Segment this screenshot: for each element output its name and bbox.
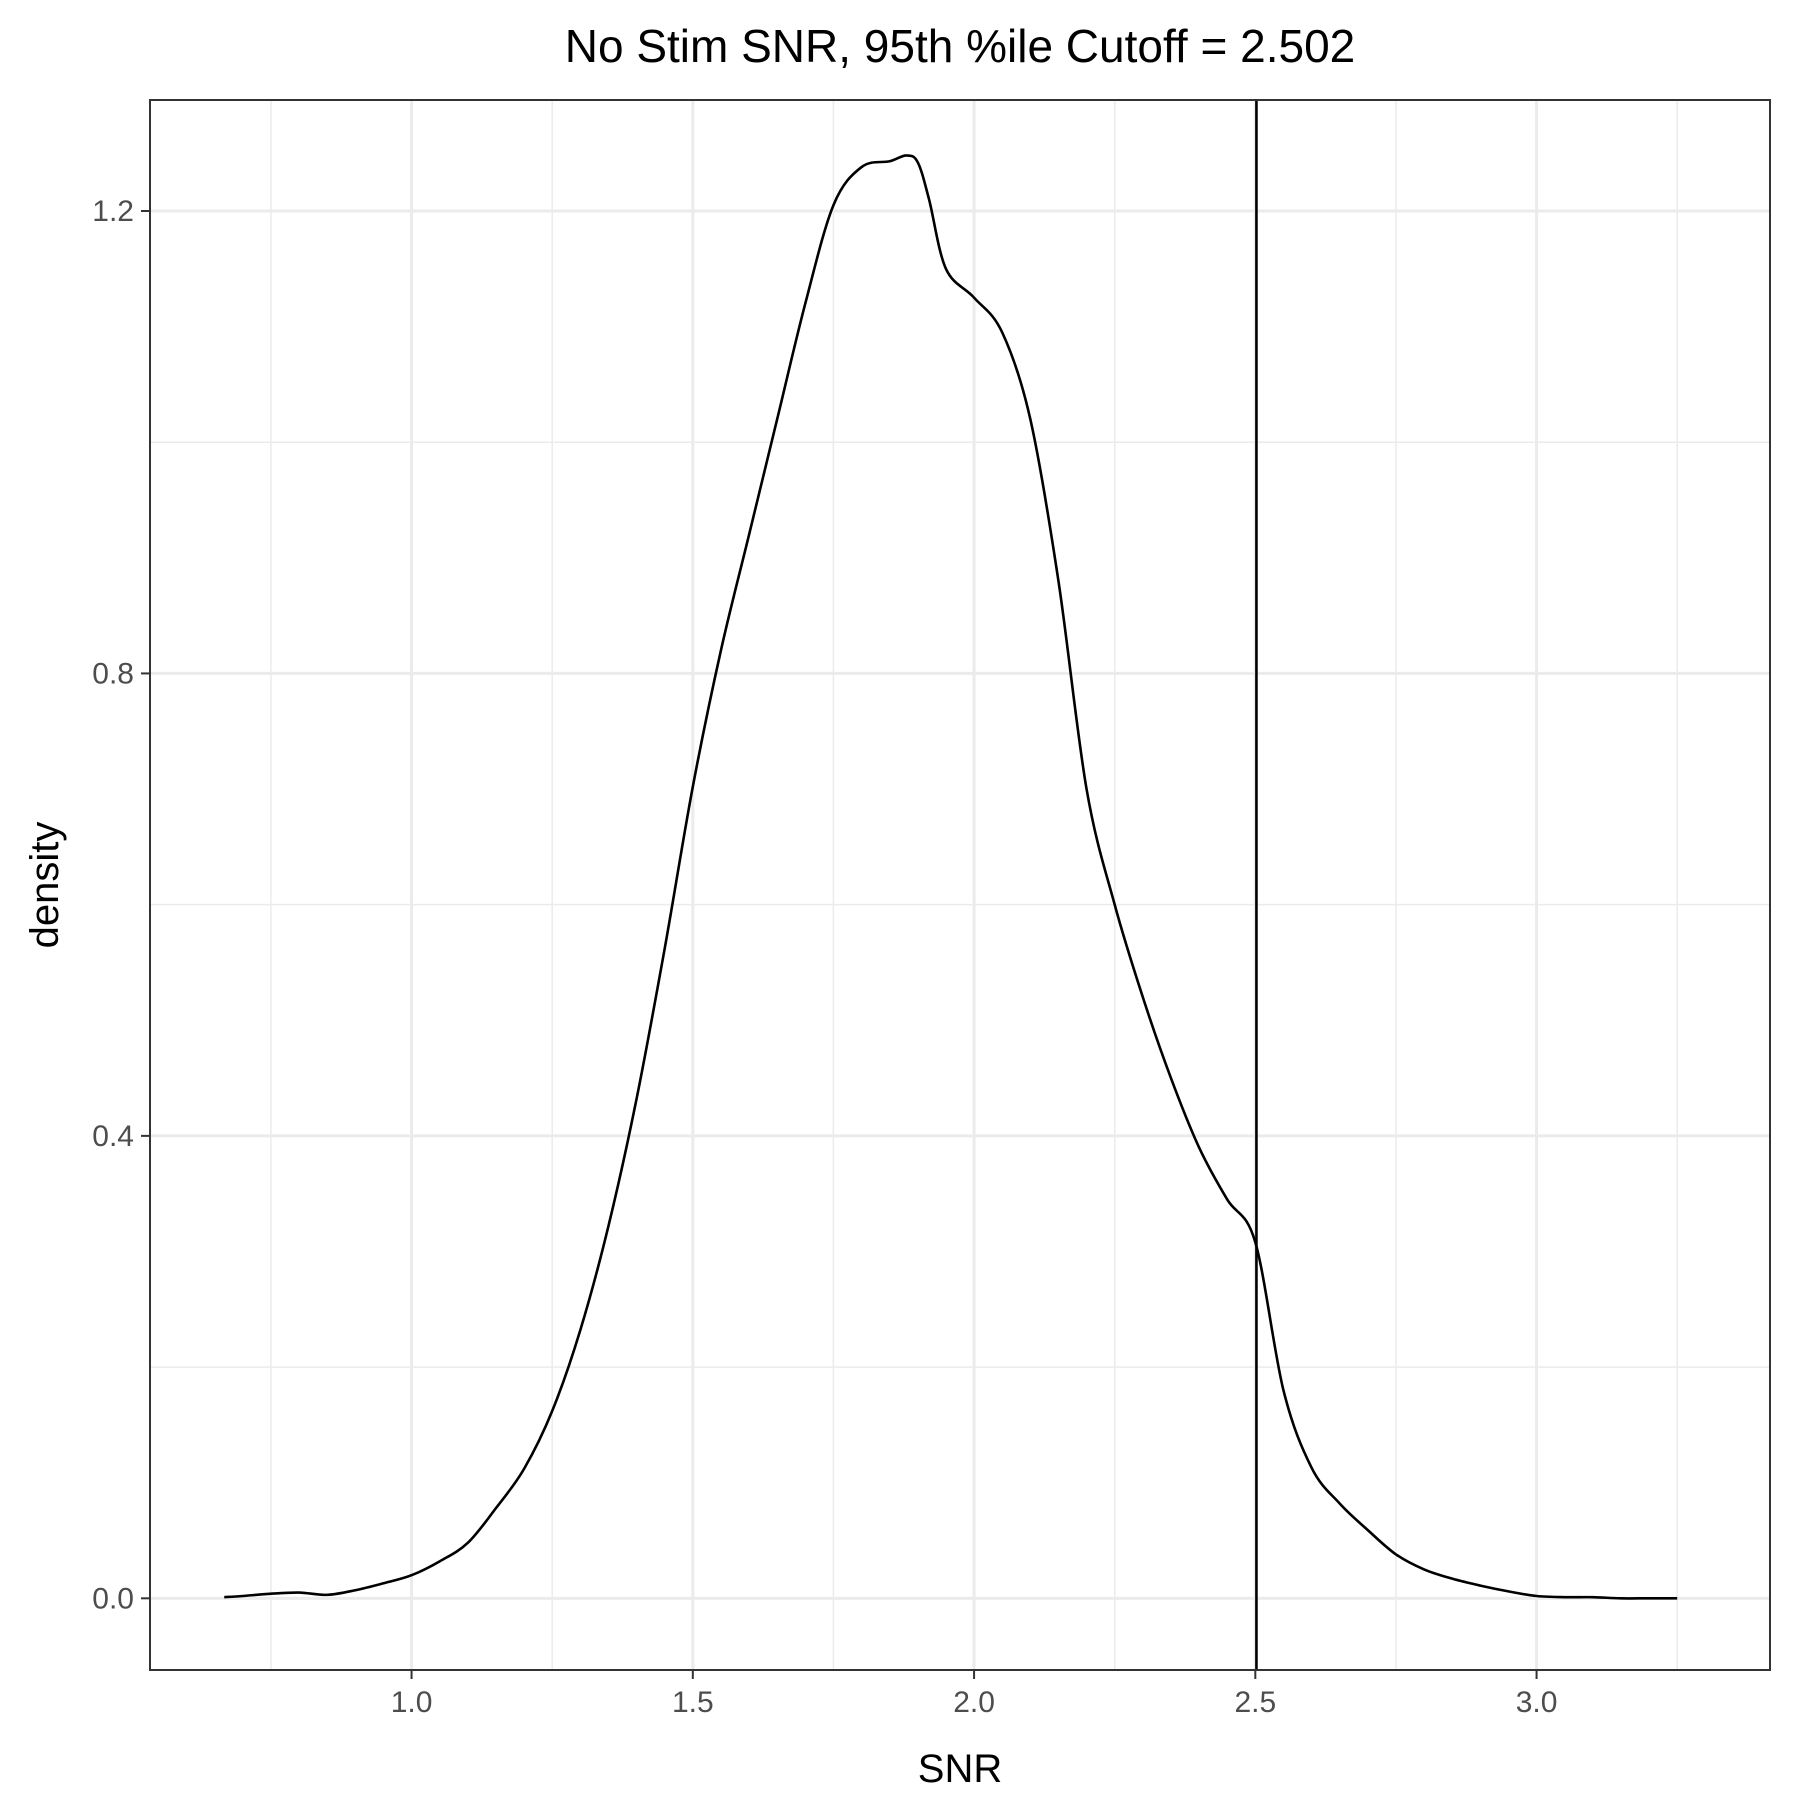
x-tick-label: 2.0 — [953, 1686, 995, 1719]
x-axis-title: SNR — [918, 1747, 1002, 1791]
y-tick-label: 0.0 — [92, 1582, 134, 1615]
y-tick-label: 0.8 — [92, 657, 134, 690]
x-tick-label: 2.5 — [1234, 1686, 1276, 1719]
panel-border — [149, 99, 1771, 1671]
minor-gridlines — [150, 100, 1770, 1670]
density-series — [224, 154, 1678, 1600]
plot-background — [150, 100, 1770, 1670]
x-tick-label: 1.5 — [672, 1686, 714, 1719]
x-tick-label: 1.0 — [391, 1686, 433, 1719]
y-tick-label: 0.4 — [92, 1120, 134, 1153]
y-axis: 0.0 0.4 0.8 1.2 — [92, 195, 150, 1615]
y-tick-label: 1.2 — [92, 195, 134, 228]
chart-title: No Stim SNR, 95th %ile Cutoff = 2.502 — [565, 20, 1356, 72]
x-axis: 1.0 1.5 2.0 2.5 3.0 — [391, 1670, 1558, 1719]
density-curve — [224, 154, 1678, 1600]
x-tick-label: 3.0 — [1516, 1686, 1558, 1719]
y-axis-title: density — [23, 822, 67, 949]
